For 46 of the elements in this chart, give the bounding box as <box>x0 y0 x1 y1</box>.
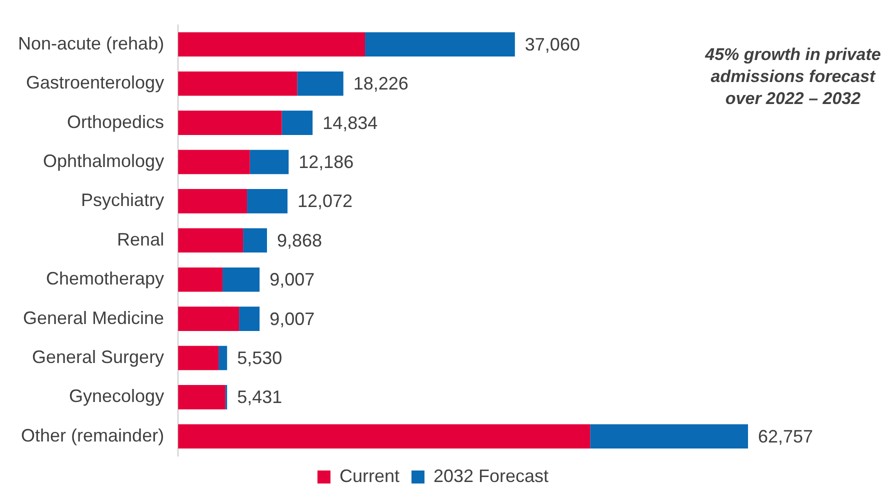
bar <box>178 267 223 292</box>
bar <box>365 32 515 57</box>
annotation: 5,530 <box>237 348 282 368</box>
bar <box>282 110 313 135</box>
y-tick-label: Psychiatry <box>81 190 164 210</box>
annotation: 9,007 <box>270 270 315 290</box>
bar <box>222 267 260 292</box>
bar <box>178 385 226 410</box>
bar <box>178 189 248 214</box>
bar <box>250 150 289 174</box>
annotation: 18,226 <box>353 74 408 94</box>
bar <box>590 424 748 449</box>
y-tick-label: General Surgery <box>32 346 164 367</box>
y-tick-label: Gastroenterology <box>26 72 164 93</box>
annotation: 37,060 <box>524 34 580 54</box>
y-tick-label: Non-acute (rehab) <box>18 33 164 54</box>
y-tick-label: Gynecology <box>69 386 164 406</box>
bar <box>239 306 260 331</box>
annotation: 12,072 <box>298 191 353 212</box>
bar <box>178 110 282 135</box>
annotation: 9,868 <box>276 230 322 250</box>
annotation: 62,757 <box>758 426 814 446</box>
legend-label: Current <box>339 466 400 486</box>
annotation: 9,007 <box>270 308 315 329</box>
annotation: 45% growth in private admissions forecast over 2022 – 2032 <box>704 44 882 110</box>
legend-label: 2032 Forecast <box>433 466 549 486</box>
bar <box>297 71 344 96</box>
bar <box>178 306 240 331</box>
y-tick-label: Ophthalmology <box>42 150 164 171</box>
y-tick-label: Chemotherapy <box>46 268 164 289</box>
annotation: 5,431 <box>237 387 282 408</box>
bar <box>178 32 366 57</box>
bar <box>218 346 228 370</box>
bar <box>178 71 298 96</box>
bar <box>178 228 244 253</box>
y-tick-label: Orthopedics <box>67 112 164 132</box>
bar <box>243 228 267 253</box>
annotation: 12,186 <box>298 152 354 172</box>
annotation: 14,834 <box>322 112 378 133</box>
bar <box>178 346 219 370</box>
bar <box>247 189 288 214</box>
y-tick-label: General Medicine <box>22 308 164 328</box>
bar <box>178 150 250 174</box>
y-tick-label: Other (remainder) <box>21 425 164 446</box>
bar <box>178 424 590 449</box>
y-tick-label: Renal <box>117 229 164 250</box>
